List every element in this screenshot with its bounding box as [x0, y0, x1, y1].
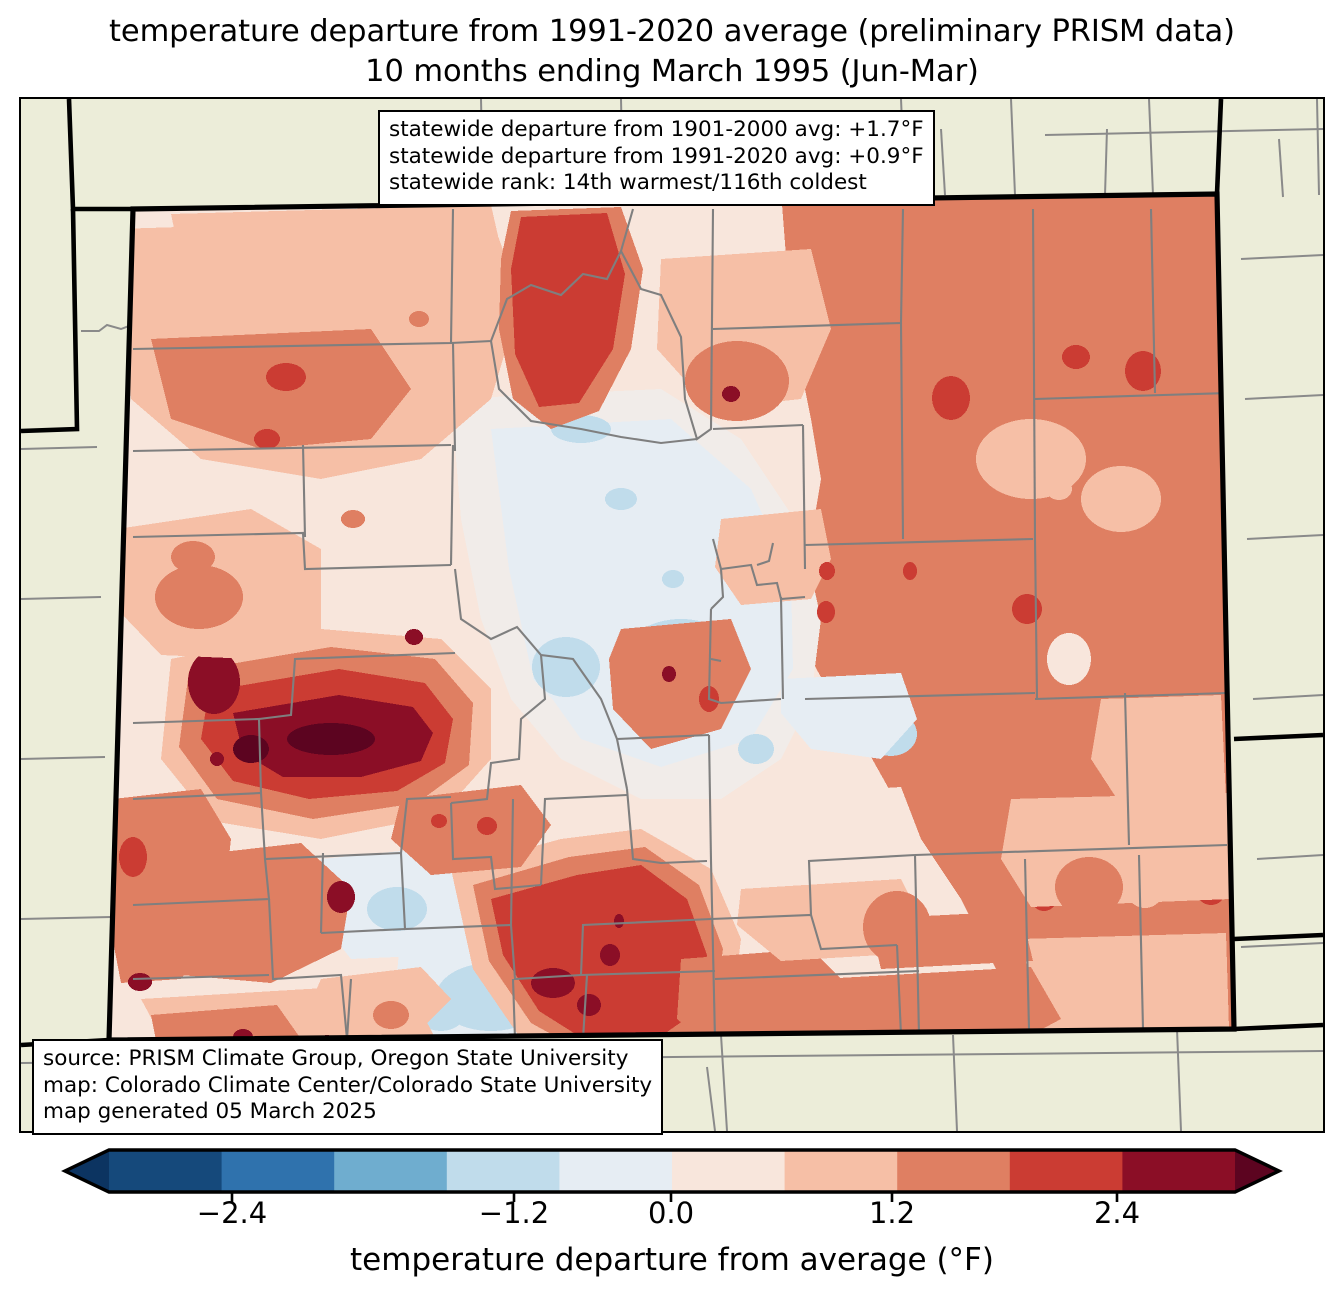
map-frame — [19, 97, 1325, 1133]
statewide-stats-box: statewide departure from 1901-2000 avg: … — [378, 110, 935, 206]
colorbar-segment — [784, 1150, 898, 1192]
title-line-2: 10 months ending March 1995 (Jun-Mar) — [365, 54, 979, 89]
source-line: source: PRISM Climate Group, Oregon Stat… — [43, 1046, 629, 1071]
stat-statewide-rank: statewide rank: 14th warmest/116th colde… — [389, 170, 867, 195]
colorbar-tick-label: −2.4 — [196, 1196, 268, 1230]
map-credit-line: map: Colorado Climate Center/Colorado St… — [43, 1072, 653, 1098]
colorbar-segment — [897, 1150, 1011, 1192]
stat-departure-1901-2000: statewide departure from 1901-2000 avg: … — [389, 117, 924, 142]
colorbar-axis-label: temperature departure from average (°F) — [350, 1242, 994, 1278]
colorbar-segment — [1009, 1150, 1123, 1192]
title-line-1: temperature departure from 1991-2020 ave… — [109, 14, 1235, 49]
colorbar-segment — [109, 1150, 223, 1192]
colorbar-tick-labels: −2.4 −1.2 0.0 1.2 2.4 — [0, 1196, 1344, 1236]
colorbar-tick-label: 0.0 — [647, 1196, 695, 1230]
colorbar — [0, 1146, 1344, 1206]
colorbar-under-arrow — [65, 1150, 109, 1192]
colorbar-tick-label: 2.4 — [1093, 1196, 1141, 1230]
colorbar-segments — [109, 1150, 1236, 1192]
colorado-county-lines — [132, 208, 1228, 1039]
stat-departure-1991-2020: statewide departure from 1991-2020 avg: … — [389, 143, 924, 169]
colorbar-tick-label: −1.2 — [478, 1196, 550, 1230]
colorbar-segment — [1122, 1150, 1236, 1192]
colorbar-ticks — [230, 1192, 1119, 1202]
colorbar-segment — [559, 1150, 673, 1192]
colorbar-outline — [61, 1148, 1283, 1194]
map-generated-line: map generated 05 March 2025 — [43, 1099, 377, 1124]
colorbar-tick-label: 1.2 — [868, 1196, 916, 1230]
colorbar-segment — [334, 1150, 448, 1192]
colorbar-over-arrow — [1235, 1150, 1279, 1192]
temperature-departure-field — [109, 194, 1233, 1039]
source-credits-box: source: PRISM Climate Group, Oregon Stat… — [32, 1039, 664, 1135]
colorbar-segment — [446, 1150, 560, 1192]
map-canvas — [21, 99, 1323, 1131]
colorbar-segment — [672, 1150, 786, 1192]
figure-title: temperature departure from 1991-2020 ave… — [0, 12, 1344, 92]
colorbar-segment — [221, 1150, 335, 1192]
